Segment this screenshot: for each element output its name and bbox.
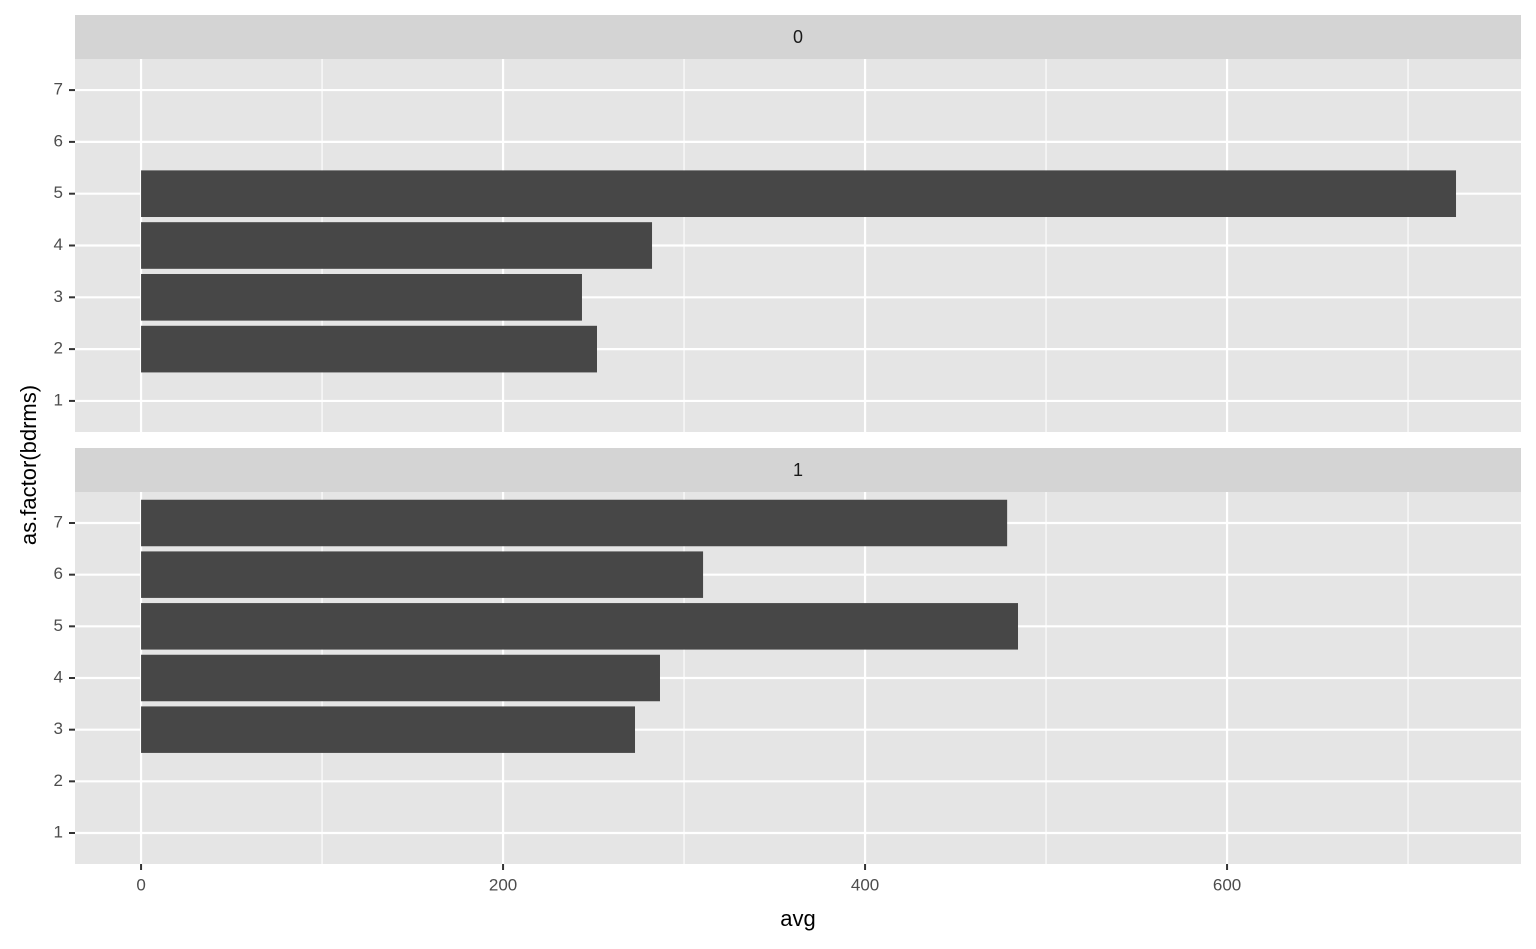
y-axis-title: as.factor(bdrms) (16, 385, 41, 545)
x-tick-label: 600 (1213, 875, 1241, 894)
bar (141, 325, 598, 373)
y-tick-label: 1 (54, 822, 63, 841)
y-tick-label: 7 (54, 512, 63, 531)
y-tick-label: 5 (54, 616, 63, 635)
bar (141, 170, 1457, 218)
strip-label: 0 (793, 27, 803, 47)
y-tick-label: 2 (54, 339, 63, 358)
y-tick-label: 1 (54, 390, 63, 409)
y-tick-label: 4 (54, 235, 63, 254)
bar (141, 706, 636, 753)
y-tick-label: 3 (54, 719, 63, 738)
x-tick-label: 400 (851, 875, 879, 894)
bar (141, 603, 1019, 650)
bar (141, 551, 704, 598)
bar (141, 273, 582, 321)
y-tick-label: 4 (54, 667, 63, 686)
y-tick-label: 3 (54, 287, 63, 306)
y-tick-label: 6 (54, 131, 63, 150)
x-axis-title: avg (780, 906, 815, 931)
y-tick-label: 6 (54, 564, 63, 583)
y-tick-label: 5 (54, 183, 63, 202)
strip (75, 15, 1521, 59)
y-tick-label: 2 (54, 771, 63, 790)
bar (141, 654, 660, 702)
x-tick-label: 0 (136, 875, 145, 894)
bar (141, 499, 1008, 547)
strip (75, 448, 1521, 492)
y-tick-label: 7 (54, 80, 63, 99)
strip-label: 1 (793, 460, 803, 480)
x-tick-label: 200 (489, 875, 517, 894)
bar (141, 222, 653, 269)
